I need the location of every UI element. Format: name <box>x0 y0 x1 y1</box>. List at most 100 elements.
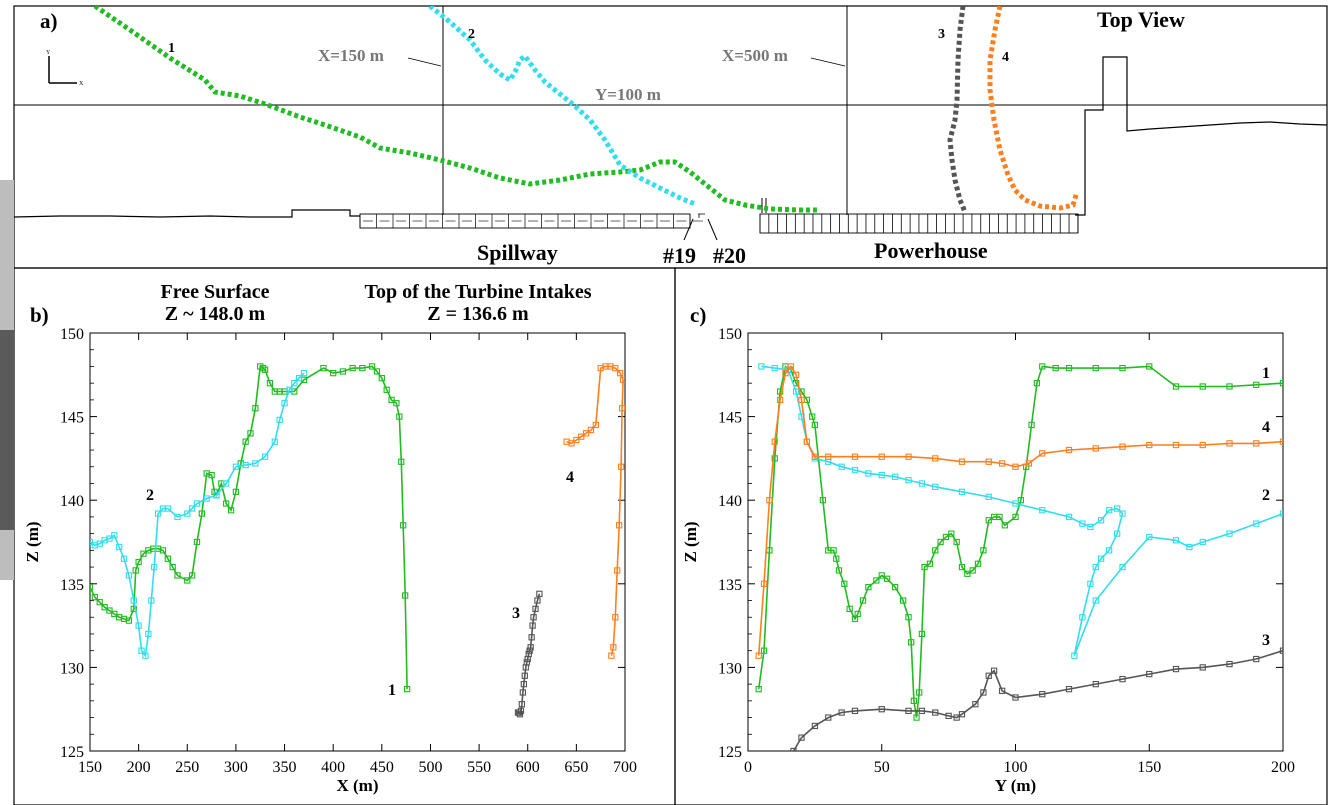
series-1-point <box>1001 522 1008 529</box>
series-1-point <box>980 547 987 554</box>
series-4-point <box>1039 450 1046 457</box>
series-1-point <box>96 599 103 606</box>
powerhouse-unit-dividers <box>759 214 1079 233</box>
series-2-point <box>193 500 201 507</box>
series-3-point <box>516 711 524 718</box>
series-3-point <box>838 709 845 716</box>
y-tick-label: 145 <box>718 410 742 427</box>
shoreline <box>13 56 1328 218</box>
series-1-point <box>383 386 390 393</box>
series-4-point <box>1092 445 1099 452</box>
series-1-point <box>926 560 934 567</box>
series-4-point <box>851 453 859 460</box>
series-2-point <box>838 463 845 470</box>
series-2-point <box>1119 510 1126 517</box>
y-tick-label: 130 <box>60 660 84 677</box>
series-2-point <box>252 460 259 467</box>
series-1-point <box>208 471 215 479</box>
series-1-point <box>174 572 181 579</box>
series-1-point <box>969 567 976 574</box>
series-1-point <box>184 577 191 584</box>
series-2-point <box>142 652 149 659</box>
track-3-topview <box>947 6 968 213</box>
top-view-title: Top View <box>1097 7 1185 32</box>
axes-orientation-icon: Y X <box>46 50 84 87</box>
y-tick-label: 125 <box>718 744 742 761</box>
series-2-point <box>116 543 123 551</box>
series-1-point <box>891 583 899 591</box>
series-1-point <box>1017 497 1024 504</box>
series-1-point <box>916 689 923 696</box>
series-4-point <box>619 376 625 383</box>
series-2-point <box>242 461 249 469</box>
series-4-point <box>825 453 832 460</box>
series-4-point <box>1199 441 1206 449</box>
series-3-point <box>1065 685 1073 693</box>
series-1-point <box>1039 363 1046 370</box>
track-4-label-a: 4 <box>1002 50 1009 65</box>
series-1-point <box>259 364 267 372</box>
series-3-point <box>534 597 541 604</box>
series-1-line <box>90 365 408 690</box>
series-2-point <box>90 538 94 546</box>
series-3-point <box>825 714 832 721</box>
bay-notch <box>698 213 705 218</box>
series-4-point <box>614 567 621 574</box>
series-1-point <box>349 364 356 372</box>
series-4-point <box>811 453 819 460</box>
series-3-point <box>536 590 543 597</box>
panel-b-label: b) <box>30 303 49 327</box>
series-1-point <box>1253 381 1260 388</box>
series-2-point <box>985 493 992 501</box>
series-2-label: 2 <box>146 487 154 504</box>
series-1-label: 1 <box>1262 365 1270 382</box>
series-1-point <box>841 580 848 587</box>
series-1-point <box>908 639 915 646</box>
series-2-point <box>203 495 210 502</box>
panel-c-axes: 0 50 100 150 200 125 130 135 140 145 150 Y (m) Z (m) <box>681 326 1295 795</box>
panel-c-label: c) <box>690 303 706 327</box>
free-surface-title: Free Surface <box>160 281 269 303</box>
series-1-point <box>193 538 201 546</box>
x-tick-label: 250 <box>175 759 199 776</box>
series-4-point <box>1253 440 1260 447</box>
series-1-point <box>106 607 113 614</box>
series-1-point <box>811 421 819 429</box>
series-1-point <box>252 405 259 412</box>
series-1-point <box>913 714 920 721</box>
series-4-point <box>616 369 624 377</box>
series-4-point <box>985 458 992 465</box>
axes-icon-y: Y <box>46 50 51 56</box>
y-tick-label: 130 <box>718 660 742 677</box>
series-4-point <box>905 453 912 460</box>
x-tick-label: 550 <box>467 759 491 776</box>
x-axis-label: X (m) <box>336 776 378 795</box>
plot-frame <box>89 332 626 752</box>
series-1-point <box>833 555 840 562</box>
series-1-point <box>1226 383 1233 390</box>
series-4-point <box>578 433 585 440</box>
series-3-point <box>878 706 885 713</box>
series-1-point <box>135 558 142 566</box>
series-1-point <box>1146 363 1153 370</box>
panel-b-series <box>90 363 625 718</box>
series-4-point <box>782 369 789 377</box>
series-1-point <box>403 685 411 693</box>
panel-a-frame <box>13 5 1328 269</box>
series-4-point <box>760 580 768 587</box>
series-1-point <box>140 550 147 557</box>
series-3-point <box>953 714 960 721</box>
series-1-point <box>905 614 912 621</box>
series-1-point <box>974 560 982 567</box>
series-3-point <box>790 747 797 751</box>
series-1-point <box>90 583 94 591</box>
series-4-point <box>1172 441 1180 449</box>
series-2-point <box>148 597 155 604</box>
series-1-point <box>198 510 206 517</box>
series-3-line <box>792 649 1283 751</box>
series-2-point <box>232 463 240 470</box>
series-2-point <box>1087 523 1094 531</box>
panel-b-axes: 150 200 250 300 350 400 450 500 550 600 650 7001251… <box>23 326 637 795</box>
series-2-point <box>1226 530 1233 537</box>
series-1-point <box>883 575 891 582</box>
